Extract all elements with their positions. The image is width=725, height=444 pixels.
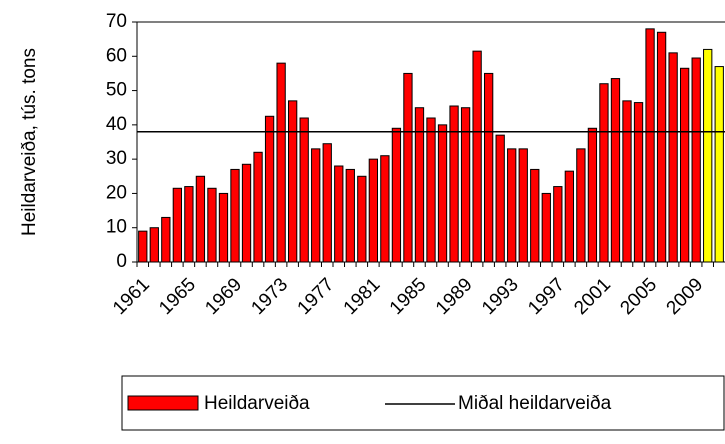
bar [403,72,413,263]
y-tick-label: 30 [106,148,127,169]
bar [714,66,724,263]
legend-swatch [127,395,199,411]
y-tick-label: 40 [106,114,127,135]
legend-label: Heildarveiða [204,393,310,414]
bar [541,192,551,263]
bar [691,57,701,263]
bar [437,124,448,263]
x-tick-label: 2009 [663,274,708,319]
x-tick-label: 1977 [294,274,339,319]
bar [138,230,148,263]
bar [599,83,609,263]
y-tick-label: 20 [106,182,127,203]
y-tick-label: 0 [116,251,127,272]
bar [195,175,206,263]
y-tick-label: 10 [106,217,127,238]
bar [357,175,367,263]
y-tick-label: 60 [106,45,127,66]
x-tick-label: 2001 [570,274,615,319]
bar [276,62,286,263]
bar [483,72,494,263]
bar [368,158,379,263]
bar [622,100,632,263]
bar [564,170,575,263]
bar [703,48,713,263]
bar [241,163,252,263]
bar [345,168,355,263]
bar [218,192,229,263]
bar [426,117,436,263]
x-tick-label: 1997 [524,274,569,319]
bar [184,186,194,263]
bar [507,148,517,263]
bar [645,28,655,263]
bar [334,165,344,263]
legend-label: Miðal heildarveiða [458,393,612,414]
bar [253,151,263,263]
x-tick-label: 2005 [616,274,661,319]
bar [264,115,275,263]
bar [414,107,425,263]
bar [553,186,563,263]
legend-box [121,375,725,431]
bar [460,107,471,263]
x-tick-label: 1965 [155,274,200,319]
bar [149,227,159,263]
bar [679,67,690,263]
bar [449,105,459,263]
bar [518,148,528,263]
x-tick-label: 1973 [247,274,292,319]
bar [656,31,667,263]
bar [391,127,402,263]
bar [587,127,598,263]
bar [576,148,586,263]
x-tick-label: 1989 [432,274,477,319]
bar [311,148,321,263]
bar [230,168,240,263]
y-tick-label: 50 [106,80,127,101]
y-tick-label: 70 [106,11,127,32]
bar [530,168,540,263]
y-axis-label: Heildarveiða, tús. tons [19,48,40,236]
bar [207,187,217,263]
x-tick-label: 1969 [201,274,246,319]
bar [287,100,298,263]
x-tick-label: 1993 [478,274,523,319]
bar [172,187,183,263]
bar [495,134,505,263]
x-tick-label: 1981 [340,274,385,319]
bar [610,78,621,263]
bar [380,155,390,263]
x-tick-label: 1985 [386,274,431,319]
bar [633,102,644,263]
bar [668,52,678,263]
bar [161,216,171,263]
bar [472,50,482,263]
bar [322,143,332,263]
x-tick-label: 1961 [109,274,154,319]
bar [299,117,309,263]
